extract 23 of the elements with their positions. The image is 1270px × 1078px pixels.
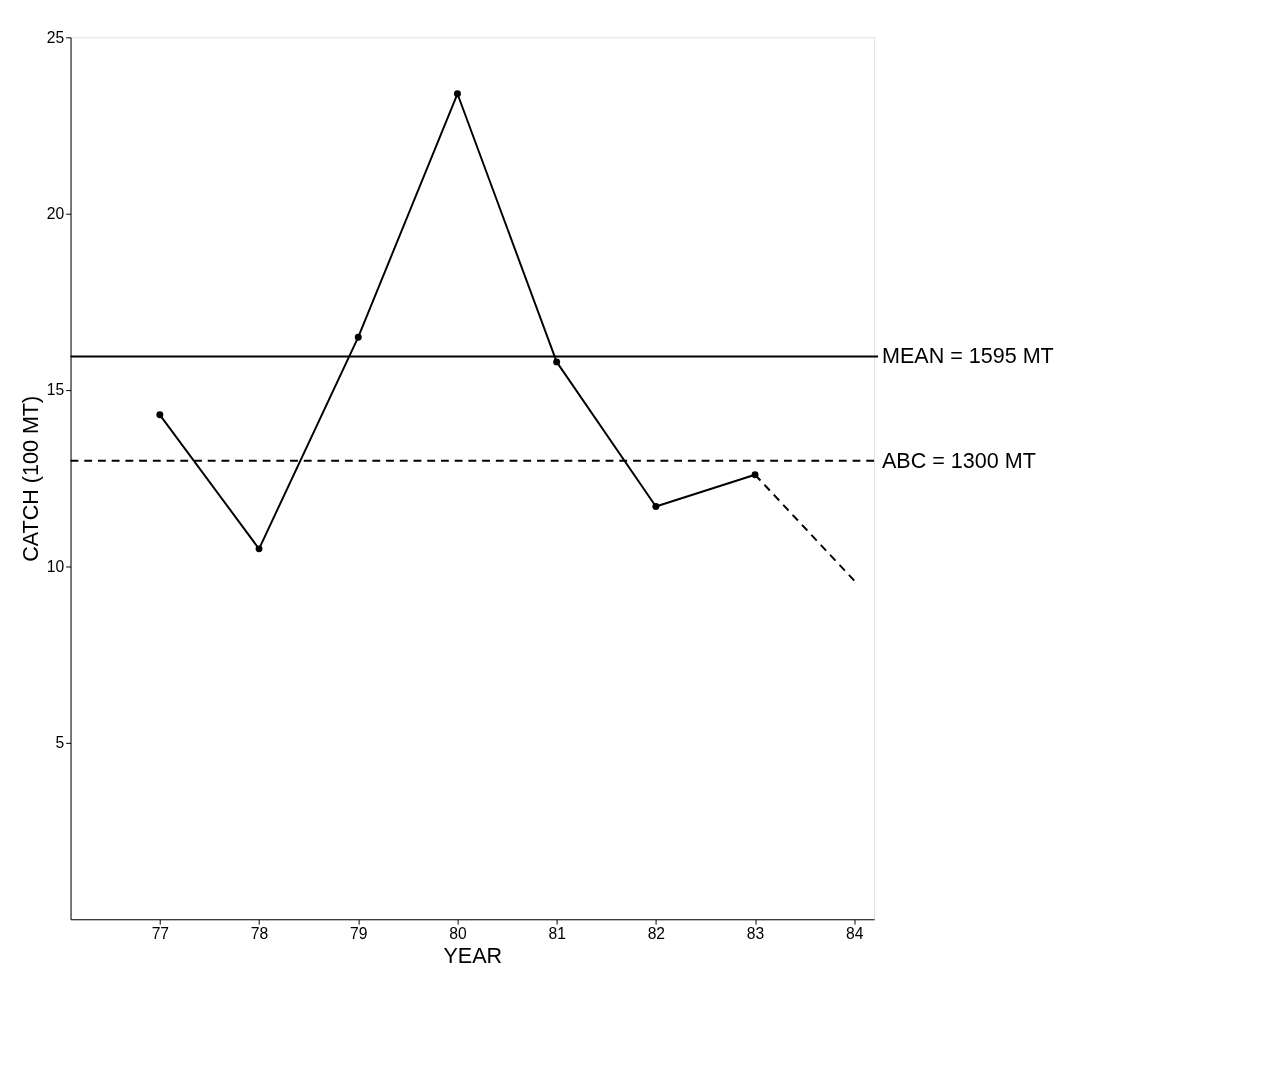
- y-tick-label: 20: [46, 205, 65, 223]
- x-tick-label: 84: [846, 925, 864, 943]
- point: [453, 90, 461, 98]
- ref-line-label: MEAN = 1595 MT: [881, 343, 1054, 369]
- x-tick-label: 81: [548, 925, 566, 943]
- x-tick-label: 78: [250, 925, 269, 943]
- point: [652, 503, 660, 510]
- x-axis-title: YEAR: [443, 942, 503, 968]
- point: [156, 411, 164, 419]
- point: [553, 358, 561, 366]
- x-tick-label: 80: [449, 925, 467, 943]
- y-tick-label: 5: [55, 734, 65, 752]
- x-tick-label: 77: [151, 925, 170, 943]
- y-tick-label: 15: [46, 381, 65, 399]
- y-tick-label: 25: [46, 28, 65, 46]
- y-tick-label: 10: [46, 557, 65, 575]
- x-tick-label: 82: [647, 925, 666, 943]
- x-tick-label: 79: [350, 925, 368, 943]
- y-axis-title: CATCH (100 MT): [17, 395, 43, 562]
- point: [255, 545, 263, 553]
- ref-line-label: ABC = 1300 MT: [881, 447, 1036, 473]
- x-tick-label: 83: [746, 925, 765, 943]
- point: [354, 333, 362, 341]
